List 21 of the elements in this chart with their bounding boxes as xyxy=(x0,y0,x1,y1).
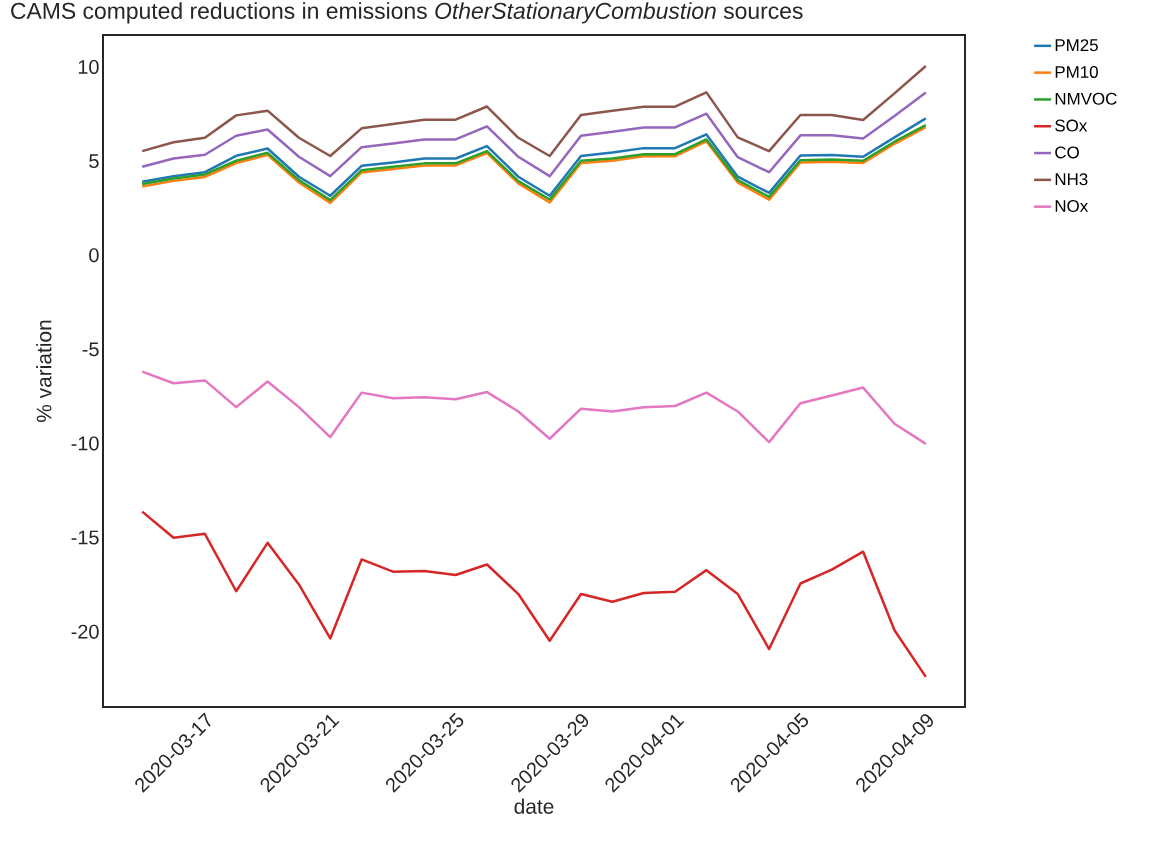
y-tick-label: 0 xyxy=(89,248,99,263)
y-tick-label: 5 xyxy=(89,154,99,169)
line-series xyxy=(140,510,928,679)
legend-label: NMVOC xyxy=(1055,92,1117,105)
y-tick-label: 10 xyxy=(78,59,99,75)
x-axis-title: date xyxy=(514,798,554,814)
line-series xyxy=(140,370,928,446)
y-tick-label: -10 xyxy=(71,436,99,451)
legend-label: NH3 xyxy=(1055,173,1088,186)
legend-label: PM25 xyxy=(1055,39,1098,52)
y-tick-label: -20 xyxy=(71,624,99,639)
y-axis-title: % variation xyxy=(36,320,52,422)
legend-label: CO xyxy=(1055,146,1079,159)
line-series xyxy=(140,64,928,158)
y-tick-label: -5 xyxy=(82,342,99,357)
legend-label: NOx xyxy=(1055,200,1089,213)
legend-label: PM10 xyxy=(1055,65,1098,78)
chart-title: CAMS computed reductions in emissions OtherStationaryCombustion sources xyxy=(11,2,803,24)
y-tick-label: -15 xyxy=(71,530,99,545)
line-series xyxy=(140,91,928,178)
legend-label: SOx xyxy=(1055,119,1088,132)
